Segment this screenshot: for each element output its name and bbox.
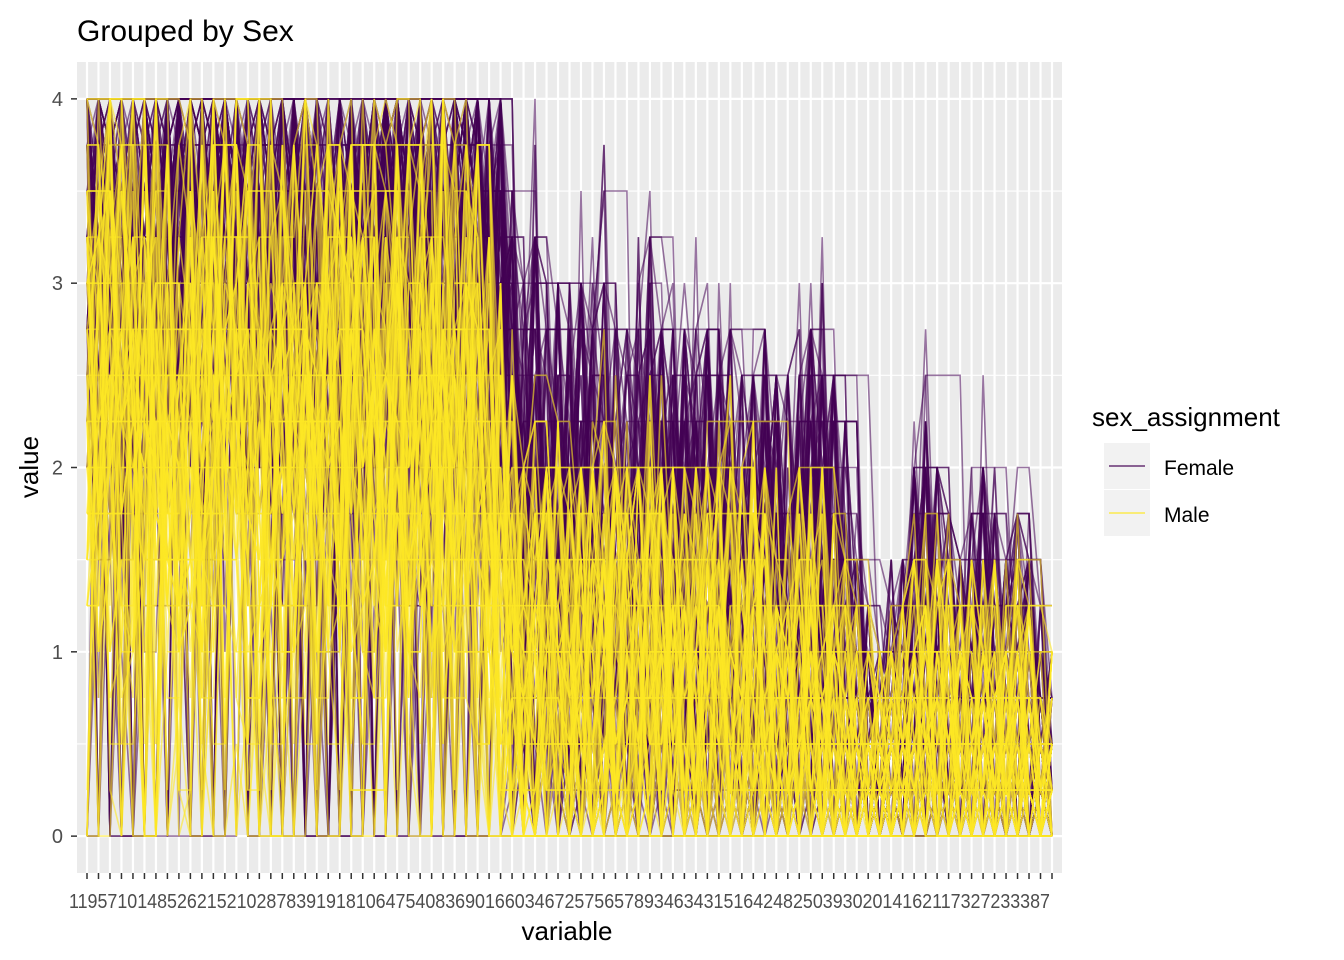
y-tick-label: 1 bbox=[52, 642, 63, 664]
male-line bbox=[87, 144, 1053, 837]
x-axis-title: variable bbox=[521, 916, 612, 946]
y-axis-title: value bbox=[14, 436, 44, 498]
series-male bbox=[86, 98, 1053, 837]
male-line bbox=[86, 98, 1053, 837]
chart-title: Grouped by Sex bbox=[77, 15, 294, 48]
male-line bbox=[87, 98, 1053, 837]
legend-label-female: Female bbox=[1164, 457, 1234, 480]
y-tick-label: 0 bbox=[52, 826, 63, 848]
y-tick-label: 3 bbox=[52, 273, 63, 295]
series-lines bbox=[86, 98, 1053, 837]
male-line bbox=[86, 98, 1053, 837]
y-axis: 0 1 2 3 4 bbox=[52, 89, 77, 848]
legend-label-male: Male bbox=[1164, 504, 1210, 527]
y-tick-label: 2 bbox=[52, 458, 63, 480]
x-axis bbox=[86, 873, 1053, 879]
legend-title: sex_assignment bbox=[1092, 402, 1281, 432]
x-tick-labels: 1195710148526215210287839191810647540836… bbox=[69, 891, 1050, 913]
legend: sex_assignment Female Male bbox=[1092, 402, 1281, 536]
y-tick-label: 4 bbox=[52, 89, 63, 111]
